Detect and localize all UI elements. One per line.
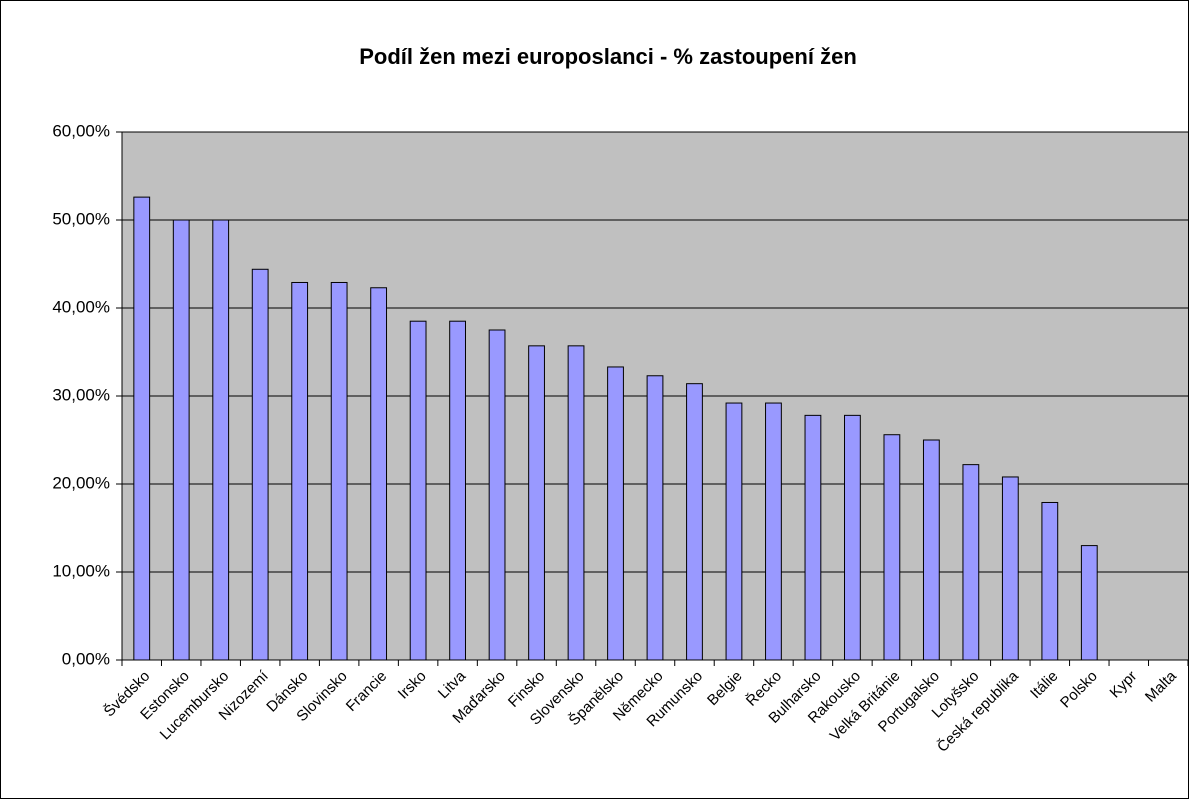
bar [686, 383, 703, 661]
bar [646, 375, 664, 661]
bar [883, 434, 901, 661]
y-tick-label: 50,00% [52, 209, 110, 228]
bar [409, 320, 427, 661]
bar [172, 219, 190, 661]
chart-title: Podíl žen mezi europoslanci - % zastoupe… [359, 44, 857, 69]
y-tick-label: 10,00% [52, 561, 110, 580]
bar [765, 402, 782, 661]
bar [330, 281, 348, 661]
bar [922, 439, 940, 661]
bar [251, 268, 269, 661]
y-tick-label: 20,00% [52, 473, 110, 492]
y-tick-label: 60,00% [52, 121, 110, 140]
bar [567, 345, 585, 661]
bar [725, 402, 743, 661]
bar [449, 320, 466, 661]
bar [488, 329, 506, 661]
bar [1080, 545, 1098, 661]
bar [607, 366, 624, 661]
bar [133, 196, 151, 661]
bar [1001, 476, 1019, 661]
bar [528, 345, 545, 661]
y-tick-label: 0,00% [62, 649, 110, 668]
bar [844, 414, 861, 661]
bar [291, 281, 309, 661]
bar [1041, 501, 1059, 661]
bar [804, 414, 822, 661]
y-tick-label: 40,00% [52, 297, 110, 316]
y-tick-label: 30,00% [52, 385, 110, 404]
bar [962, 464, 980, 661]
bar [370, 287, 388, 661]
bar [212, 219, 230, 661]
